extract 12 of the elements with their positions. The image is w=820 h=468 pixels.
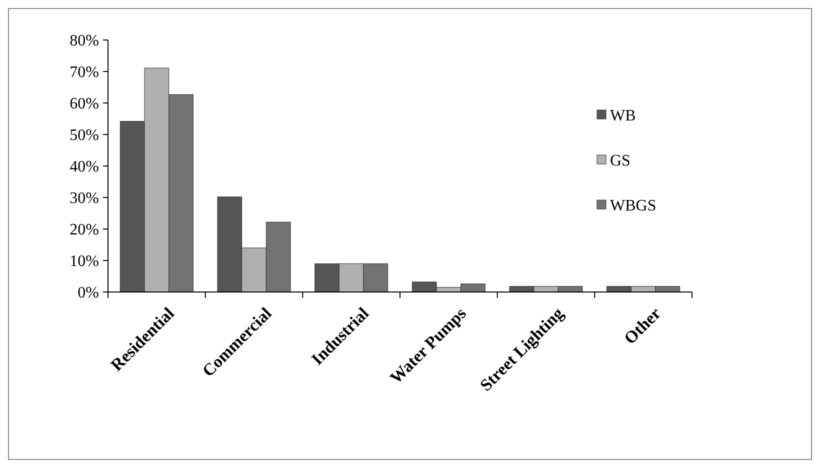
legend-label: WB (610, 108, 636, 125)
legend-label: WBGS (610, 198, 656, 215)
y-tick-label: 40% (70, 158, 99, 176)
y-tick-label: 80% (70, 32, 99, 50)
y-tick-label: 0% (78, 284, 99, 302)
legend-label: GS (610, 152, 630, 170)
y-tick-label: 60% (70, 96, 99, 113)
y-tick-label: 50% (70, 127, 99, 144)
y-tick-label: 20% (70, 222, 99, 239)
y-tick-label: 70% (70, 64, 99, 82)
y-tick-label: 30% (70, 190, 99, 208)
y-tick-label: 10% (70, 253, 99, 270)
